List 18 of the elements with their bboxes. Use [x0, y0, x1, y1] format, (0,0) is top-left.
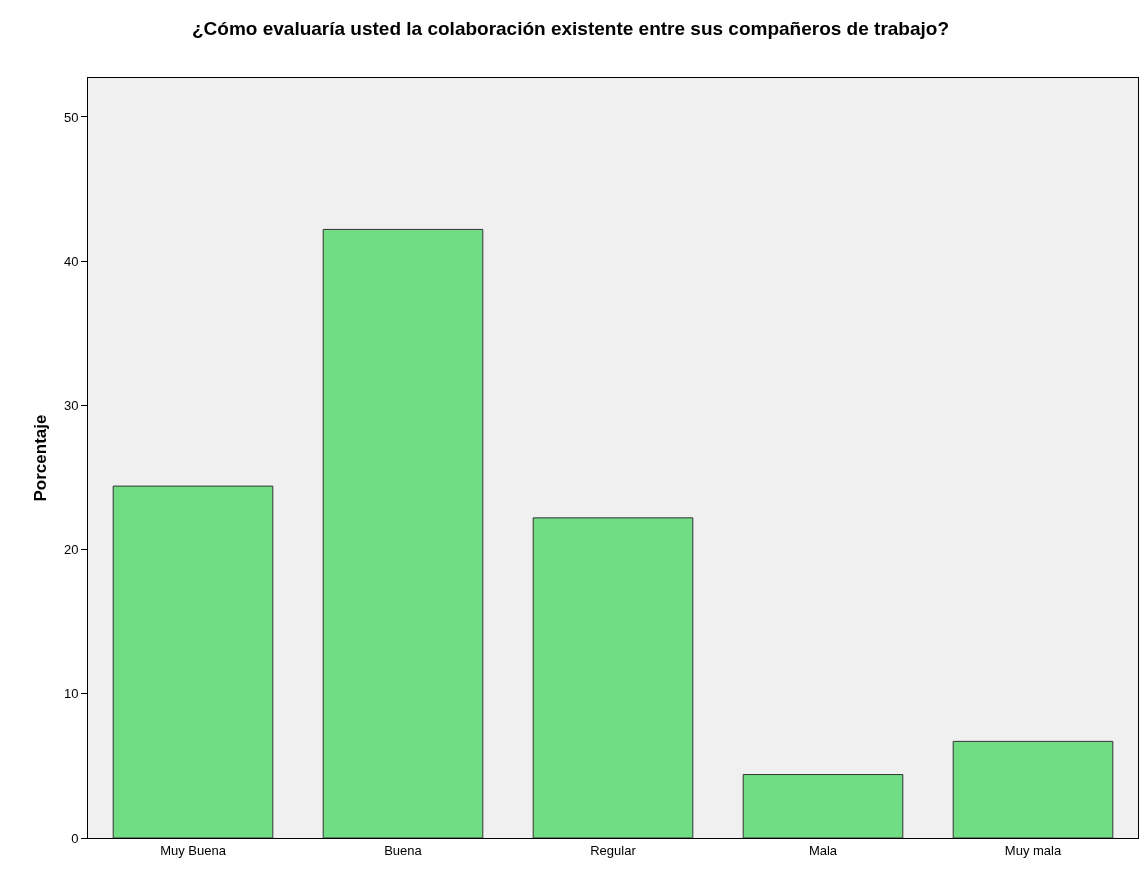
y-tick-label: 10 — [63, 686, 79, 702]
bar — [742, 774, 904, 838]
bar — [322, 228, 484, 838]
x-tick-label: Muy mala — [1004, 842, 1062, 858]
bar — [532, 517, 694, 838]
x-tick-label: Regular — [590, 842, 637, 858]
x-tick-label: Mala — [808, 842, 838, 858]
x-tick-label: Muy Buena — [160, 842, 227, 858]
y-axis-title: Porcentaje — [31, 414, 51, 502]
y-tick-label: 30 — [63, 397, 79, 413]
y-tick-label: 40 — [63, 253, 79, 269]
y-tick-label: 0 — [71, 830, 79, 846]
y-tick-label: 20 — [63, 542, 79, 558]
bar — [112, 485, 274, 838]
y-tick-label: 50 — [63, 109, 79, 125]
bar — [952, 740, 1114, 838]
chart-title: ¿Cómo evaluaría usted la colaboración existente entre sus compañeros de trabajo? — [191, 18, 950, 40]
x-tick-label: Buena — [384, 842, 423, 858]
